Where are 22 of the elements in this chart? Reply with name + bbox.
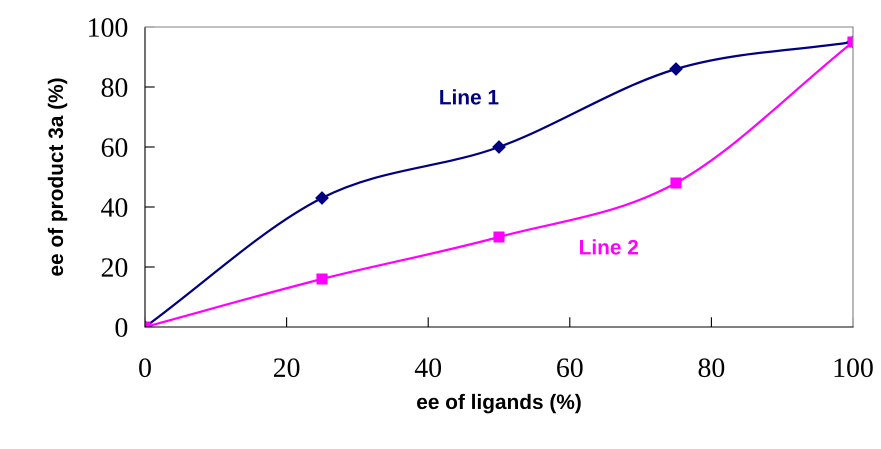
point [669,62,683,76]
y-tick-label: 60 [102,138,128,157]
x-tick-label: 20 [274,358,300,378]
point [670,177,682,189]
series-label: Line 1 [440,89,498,105]
point [492,140,506,154]
y-tick-label: 20 [102,258,128,277]
point [493,231,505,243]
point [315,191,329,205]
point [316,273,328,285]
x-tick-label: 0 [139,358,151,378]
x-tick-label: 80 [698,358,724,378]
series-label: Line 2 [580,239,638,255]
y-tick-label: 0 [116,318,128,337]
y-tick-label: 80 [102,78,128,97]
x-tick-label: 60 [557,358,583,378]
x-tick-label: 40 [414,358,442,378]
y-tick-label: 40 [101,198,128,217]
x-axis-title: ee of ligands (%) [417,394,581,414]
x-tick-label: 100 [834,358,873,378]
y-tick-label: 100 [89,18,128,37]
y-axis-title: ee of product 3a (%) [48,78,68,276]
